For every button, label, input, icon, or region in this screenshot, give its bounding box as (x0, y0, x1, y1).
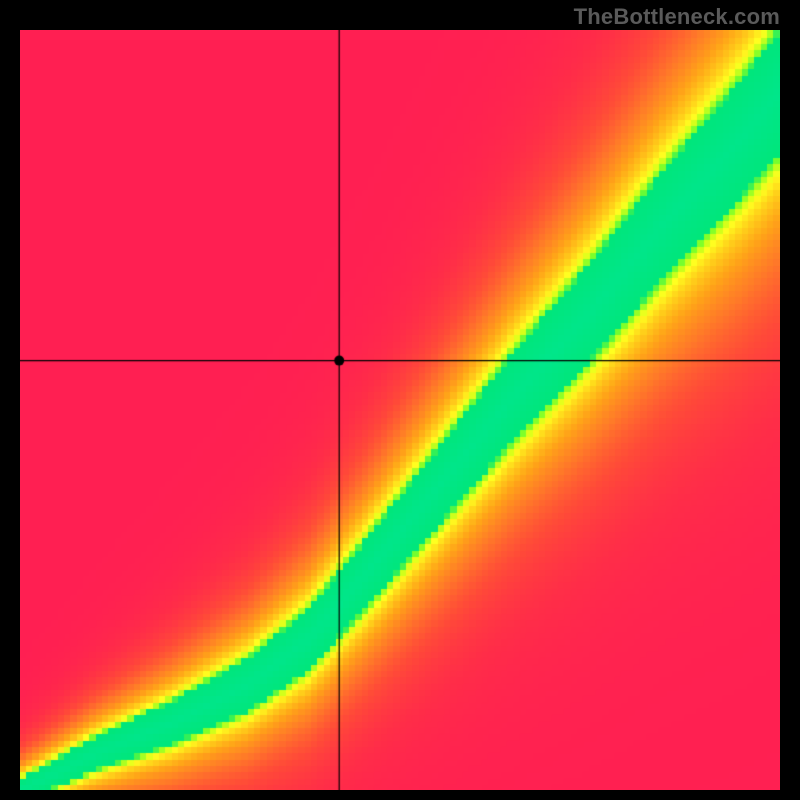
watermark-text: TheBottleneck.com (574, 4, 780, 30)
heatmap-canvas (20, 30, 780, 790)
chart-container: { "watermark": "TheBottleneck.com", "hea… (0, 0, 800, 800)
